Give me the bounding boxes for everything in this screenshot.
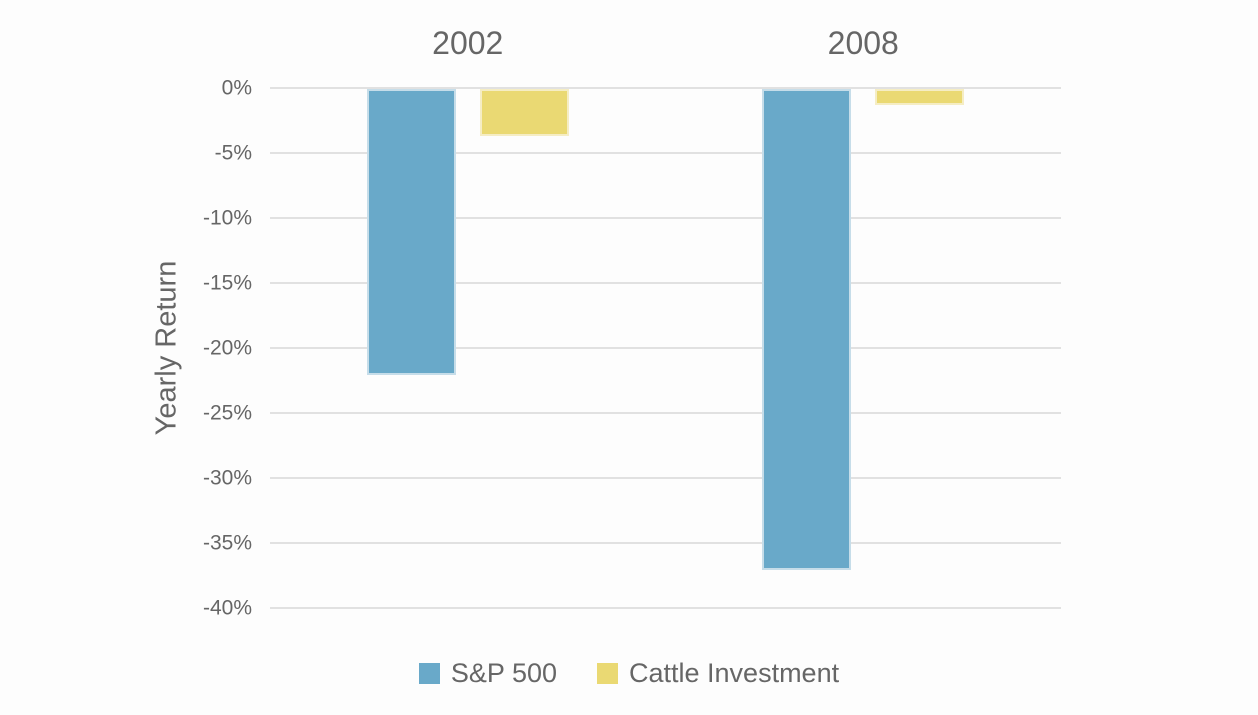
y-axis-tick-label: -35% — [202, 531, 252, 555]
bar-cattle-investment-2008[interactable] — [875, 89, 964, 105]
bar-cattle-investment-2002[interactable] — [480, 89, 569, 136]
category-title-2008: 2008 — [827, 25, 899, 61]
y-axis-tick-label: -40% — [202, 596, 252, 620]
cattle-investment-legend-swatch — [597, 663, 618, 684]
gridline — [270, 282, 1061, 284]
y-axis-tick-label: -5% — [214, 141, 252, 165]
gridline — [270, 607, 1061, 609]
y-axis-title: Yearly Return — [150, 260, 183, 436]
gridline — [270, 477, 1061, 479]
gridline — [270, 152, 1061, 154]
gridline — [270, 347, 1061, 349]
gridline — [270, 217, 1061, 219]
category-title-2002: 2002 — [432, 25, 504, 61]
y-axis-tick-label: -10% — [202, 206, 252, 230]
sp500-legend-swatch — [418, 663, 440, 684]
y-axis-tick-label: -15% — [202, 271, 252, 295]
legend-item-sp500[interactable]: S&P 500 — [418, 658, 557, 688]
bar-s-p-500-2002[interactable] — [367, 89, 456, 375]
gridline — [270, 542, 1061, 544]
y-axis-tick-label: -25% — [202, 401, 252, 425]
y-axis-tick-label: -20% — [202, 336, 252, 360]
bar-s-p-500-2008[interactable] — [762, 89, 851, 570]
y-axis-tick-label: -30% — [202, 466, 252, 490]
sp500-legend-label: S&P 500 — [450, 658, 557, 688]
legend: S&P 500 Cattle Investment — [0, 660, 1258, 687]
legend-item-cattle-investment[interactable]: Cattle Investment — [597, 660, 839, 687]
cattle-investment-legend-label: Cattle Investment — [629, 658, 840, 688]
gridline — [270, 412, 1061, 414]
y-axis-tick-label: 0% — [221, 76, 252, 100]
gridline — [270, 87, 1061, 89]
